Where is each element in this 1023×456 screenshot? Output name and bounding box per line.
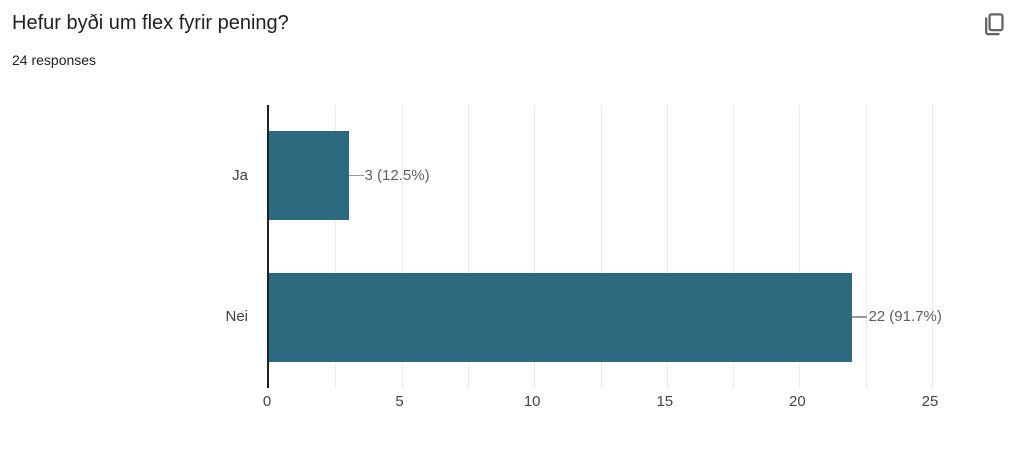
x-tick-label: 0 <box>262 393 272 410</box>
value-label: 3 (12.5%) <box>364 166 430 184</box>
plot-area: 3 (12.5%) 22 (91.7%) <box>267 105 942 388</box>
gridline <box>467 105 469 388</box>
gridline <box>401 105 403 388</box>
x-tick-label: 10 <box>523 393 541 410</box>
copy-chart-button[interactable] <box>975 6 1011 42</box>
gridline <box>600 105 602 388</box>
gridline <box>932 105 933 388</box>
gridline <box>799 105 801 388</box>
x-tick-label: 20 <box>789 393 806 410</box>
gridline <box>733 105 735 388</box>
responses-count: 24 responses <box>12 52 97 68</box>
bar-nei <box>269 272 853 362</box>
category-label-nei: Nei <box>225 308 248 326</box>
value-label: 22 (91.7%) <box>868 308 942 326</box>
question-title: Hefur byði um flex fyrir pening? <box>12 12 289 34</box>
value-callout-line <box>348 174 364 177</box>
category-label-ja: Ja <box>232 166 248 184</box>
x-tick-label: 5 <box>395 393 404 410</box>
bar-ja <box>269 131 349 221</box>
gridline <box>865 105 867 388</box>
value-callout-line <box>852 316 868 318</box>
x-tick-label: 25 <box>921 393 939 410</box>
x-tick-label: 15 <box>656 393 674 410</box>
copy-icon <box>980 11 1007 38</box>
gridline <box>335 105 337 388</box>
gridline <box>534 105 536 388</box>
gridline <box>666 105 668 388</box>
